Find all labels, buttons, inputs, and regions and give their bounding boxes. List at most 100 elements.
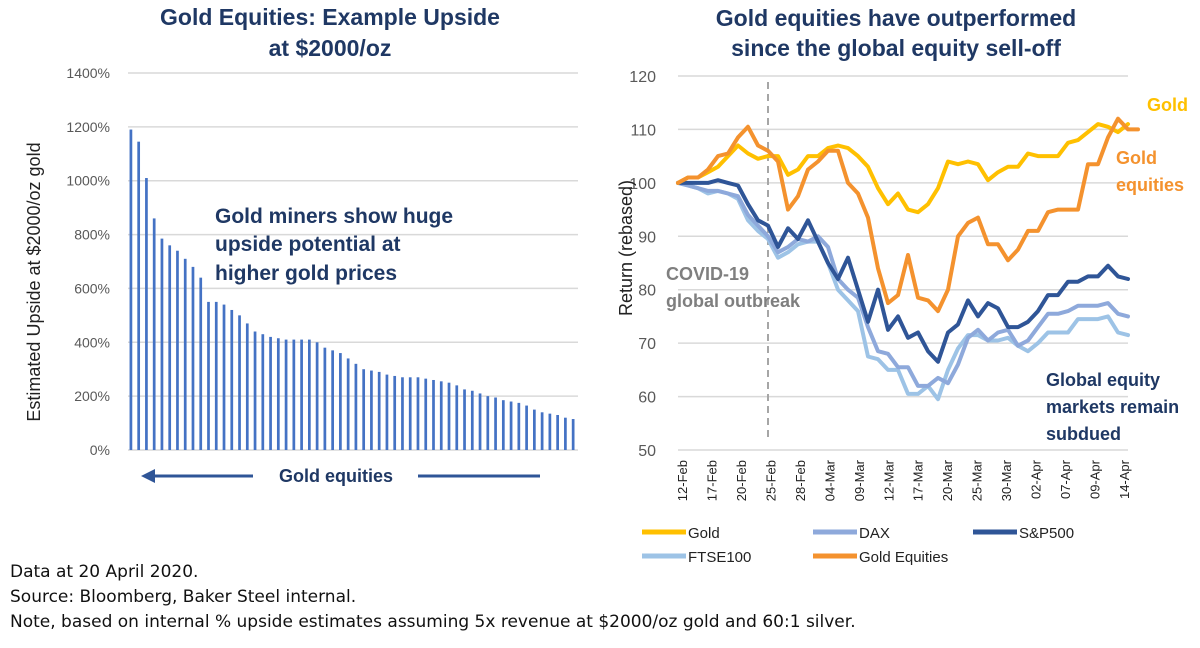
upside-bar xyxy=(416,377,420,450)
upside-bar xyxy=(401,377,404,450)
upside-bar xyxy=(509,401,513,450)
right-x-tick-label: 30-Mar xyxy=(999,459,1014,501)
legend-item-sp500: S&P500 xyxy=(973,525,1074,542)
gold-equities-label-line-2: equities xyxy=(1116,175,1184,195)
left-y-axis-ticks: 0% 200% 400% 600% 800% 1000% 1200% 1400% xyxy=(66,65,110,458)
upside-bar xyxy=(331,350,334,450)
global-equity-label-line-1: Global equity xyxy=(1046,370,1160,390)
right-x-tick-label: 25-Mar xyxy=(970,459,985,501)
upside-bar xyxy=(370,370,373,450)
legend-label-dax: DAX xyxy=(859,525,890,542)
right-chart-title-line-2: since the global equity sell-off xyxy=(731,35,1061,61)
series-line-gold xyxy=(676,122,1130,215)
annotation-line-3: higher gold prices xyxy=(215,262,397,285)
right-series-lines xyxy=(676,116,1140,402)
upside-bar xyxy=(470,390,474,450)
annotation-line-1: Gold miners show huge xyxy=(215,205,453,228)
upside-bar xyxy=(525,405,528,450)
left-y-tick-label: 1400% xyxy=(66,65,110,81)
upside-bar xyxy=(129,129,133,451)
upside-bar xyxy=(152,218,156,450)
covid-label-line-2: global outbreak xyxy=(666,291,801,311)
left-x-axis-label: Gold equities xyxy=(279,466,393,486)
right-y-axis-ticks: 50 60 70 80 90 100 110 120 xyxy=(629,69,656,460)
arrow-head xyxy=(141,469,155,483)
upside-bar xyxy=(276,338,280,450)
legend-item-gold: Gold xyxy=(642,525,720,542)
right-x-tick-label: 14-Apr xyxy=(1117,459,1132,499)
upside-bar xyxy=(230,309,234,450)
upside-bar xyxy=(199,277,203,450)
right-x-tick-label: 09-Mar xyxy=(852,459,867,501)
upside-bar xyxy=(424,378,428,450)
left-bars xyxy=(129,129,575,451)
note-data-date: Data at 20 April 2020. xyxy=(10,562,199,582)
right-x-tick-label: 28-Feb xyxy=(793,460,808,501)
series-line-dax xyxy=(676,180,1130,388)
legend-item-gold-equities: Gold Equities xyxy=(813,549,948,566)
left-y-tick-label: 600% xyxy=(74,280,110,296)
right-y-tick-label: 50 xyxy=(638,443,656,460)
footnotes: Data at 20 April 2020. Source: Bloomberg… xyxy=(10,560,1190,635)
upside-bar xyxy=(207,301,210,450)
right-y-tick-label: 60 xyxy=(638,390,656,407)
upside-bar xyxy=(137,141,141,451)
upside-bar xyxy=(168,245,172,450)
upside-bar xyxy=(548,413,552,450)
upside-bar xyxy=(439,381,443,450)
upside-bar xyxy=(238,315,241,450)
upside-bar xyxy=(269,336,272,450)
right-y-tick-label: 100 xyxy=(629,176,656,193)
right-x-tick-label: 12-Feb xyxy=(675,460,690,501)
gold-series-label: Gold xyxy=(1147,95,1188,115)
right-x-tick-label: 20-Mar xyxy=(940,459,955,501)
right-x-tick-label: 17-Feb xyxy=(704,460,719,501)
upside-bar xyxy=(346,358,350,450)
upside-bar xyxy=(556,414,559,450)
left-y-axis-label: Estimated Upside at $2000/oz gold xyxy=(24,142,44,421)
right-x-tick-label: 02-Apr xyxy=(1029,459,1044,499)
upside-bar xyxy=(284,339,288,450)
upside-bar xyxy=(408,377,412,450)
upside-bar xyxy=(160,238,164,450)
upside-bar xyxy=(292,339,296,450)
upside-bar xyxy=(362,369,366,450)
upside-bar xyxy=(145,178,148,450)
left-chart-title-line-2: at $2000/oz xyxy=(269,35,392,61)
right-gridlines xyxy=(678,75,1128,451)
right-y-tick-label: 90 xyxy=(638,229,656,246)
legend-label-gold-equities: Gold Equities xyxy=(859,549,948,566)
performance-line-chart: Gold equities have outperformed since th… xyxy=(616,5,1188,566)
upside-bar xyxy=(253,331,257,450)
upside-bar xyxy=(308,339,311,450)
global-equity-label-line-2: markets remain xyxy=(1046,397,1179,417)
legend-item-ftse100: FTSE100 xyxy=(642,549,751,566)
legend-item-dax: DAX xyxy=(813,525,890,542)
upside-bar xyxy=(486,396,490,450)
covid-label-line-1: COVID-19 xyxy=(666,264,749,284)
legend-label-ftse100: FTSE100 xyxy=(688,549,751,566)
left-y-tick-label: 800% xyxy=(74,227,110,243)
left-gridlines xyxy=(128,72,578,451)
upside-bar xyxy=(564,417,567,450)
upside-bar xyxy=(377,371,381,450)
left-y-tick-label: 0% xyxy=(90,442,110,458)
upside-bar xyxy=(533,409,536,450)
left-chart-title-line-1: Gold Equities: Example Upside xyxy=(160,4,500,30)
upside-bar xyxy=(261,334,265,450)
upside-bar xyxy=(455,385,459,450)
gold-equities-label-line-1: Gold xyxy=(1116,148,1157,168)
right-x-tick-label: 17-Mar xyxy=(911,459,926,501)
left-y-tick-label: 200% xyxy=(74,388,110,404)
right-y-tick-label: 110 xyxy=(630,122,656,139)
upside-bar-chart: Gold Equities: Example Upside at $2000/o… xyxy=(24,4,578,486)
note-source: Source: Bloomberg, Baker Steel internal. xyxy=(10,587,357,607)
upside-bar xyxy=(222,304,226,450)
left-y-tick-label: 1200% xyxy=(66,119,110,135)
right-x-tick-label: 04-Mar xyxy=(822,459,837,501)
upside-bar xyxy=(463,389,466,450)
right-chart-title-line-1: Gold equities have outperformed xyxy=(716,5,1076,31)
right-y-axis-label: Return (rebased) xyxy=(616,180,636,316)
global-equity-label-line-3: subdued xyxy=(1046,424,1121,444)
upside-bar xyxy=(315,342,319,450)
